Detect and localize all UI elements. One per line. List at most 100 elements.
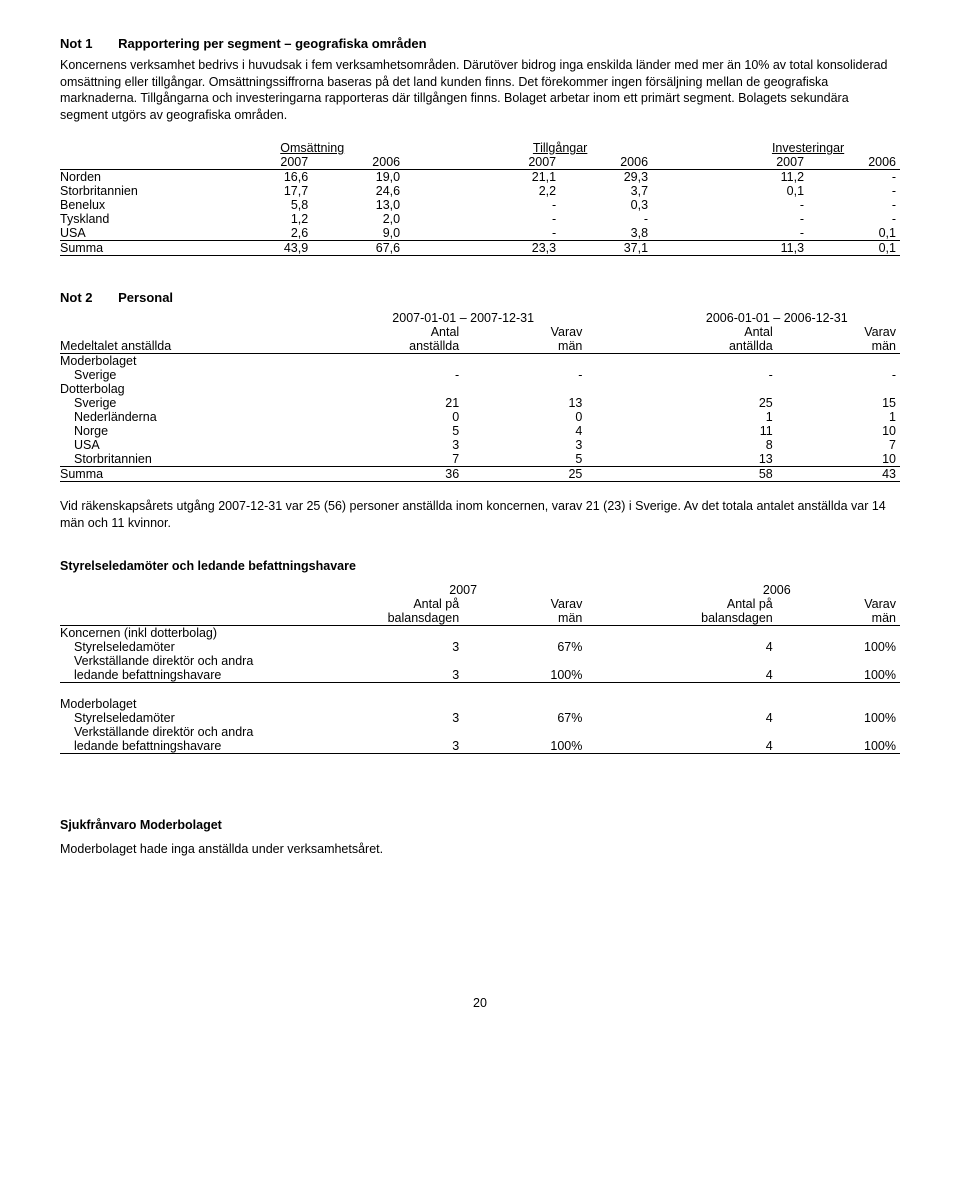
cell: 0,1: [808, 241, 900, 256]
cell: 16,6: [220, 170, 312, 185]
cell: 24,6: [312, 184, 404, 198]
table-row: Storbritannien 17,724,6 2,23,7 0,1-: [60, 184, 900, 198]
row-label: Storbritannien: [60, 184, 220, 198]
styrelse-table: 2007 2006 Antal på Varav Antal på Varav …: [60, 583, 900, 754]
not1-title: Rapportering per segment – geografiska o…: [118, 36, 426, 51]
cell: 100%: [463, 739, 586, 754]
group-header: Omsättning: [220, 141, 404, 155]
cell: 36: [340, 467, 463, 482]
row-label: Verkställande direktör och andra: [60, 654, 340, 668]
sum-label: Summa: [60, 241, 220, 256]
col-header: anställda: [340, 339, 463, 354]
table-row: 2007 2006: [60, 583, 900, 597]
cell: 3: [340, 739, 463, 754]
cell: 21,1: [468, 170, 560, 185]
cell: 29,3: [560, 170, 652, 185]
styrelse-heading: Styrelseledamöter och ledande befattning…: [60, 559, 900, 573]
cell: -: [808, 170, 900, 185]
cell: 100%: [777, 739, 900, 754]
not1-label: Not 1: [60, 36, 93, 51]
not2-table: 2007-01-01 – 2007-12-31 2006-01-01 – 200…: [60, 311, 900, 482]
row-label: Storbritannien: [60, 452, 340, 467]
table-row: balansdagen män balansdagen män: [60, 611, 900, 626]
group-header: Investeringar: [716, 141, 900, 155]
col-header: Varav: [463, 597, 586, 611]
table-row: Nederländerna 00 11: [60, 410, 900, 424]
cell: 10: [777, 424, 900, 438]
cell: 1: [654, 410, 777, 424]
cell: 13: [654, 452, 777, 467]
cell: 2,6: [220, 226, 312, 241]
row-label: Sverige: [60, 368, 340, 382]
col-header: antällda: [654, 339, 777, 354]
group-label: Moderbolaget: [60, 697, 340, 711]
year-header: 2007: [716, 155, 808, 170]
period-header: 2006-01-01 – 2006-12-31: [654, 311, 900, 325]
cell: -: [468, 212, 560, 226]
cell: -: [716, 212, 808, 226]
cell: 2,2: [468, 184, 560, 198]
cell: -: [716, 198, 808, 212]
col-header: män: [463, 339, 586, 354]
cell: -: [716, 226, 808, 241]
cell: 67%: [463, 711, 586, 725]
col-header: män: [777, 611, 900, 626]
cell: 11,2: [716, 170, 808, 185]
row-label: Norden: [60, 170, 220, 185]
col-header: Antal på: [654, 597, 777, 611]
cell: -: [808, 198, 900, 212]
cell: 100%: [463, 668, 586, 683]
cell: 11,3: [716, 241, 808, 256]
cell: 67%: [463, 640, 586, 654]
table-row: Moderbolaget: [60, 697, 900, 711]
cell: 3,8: [560, 226, 652, 241]
row-label: Tyskland: [60, 212, 220, 226]
row-label: Nederländerna: [60, 410, 340, 424]
not1-heading: Not 1 Rapportering per segment – geograf…: [60, 36, 900, 51]
year-header: 2006: [312, 155, 404, 170]
cell: 3: [340, 438, 463, 452]
cell: 43,9: [220, 241, 312, 256]
table-row: Omsättning Tillgångar Investeringar: [60, 141, 900, 155]
cell: 17,7: [220, 184, 312, 198]
table-row: Dotterbolag: [60, 382, 900, 396]
cell: 3: [340, 668, 463, 683]
cell: 5,8: [220, 198, 312, 212]
cell: 3: [340, 640, 463, 654]
not2-label: Not 2: [60, 290, 93, 305]
group-header: Tillgångar: [468, 141, 652, 155]
table-row: Antal Varav Antal Varav: [60, 325, 900, 339]
row-head: Medeltalet anställda: [60, 339, 340, 354]
group-label: Koncernen (inkl dotterbolag): [60, 626, 340, 641]
not1-table: Omsättning Tillgångar Investeringar 2007…: [60, 141, 900, 256]
col-header: män: [777, 339, 900, 354]
sum-row: Summa 43,9 67,6 23,3 37,1 11,3 0,1: [60, 241, 900, 256]
row-label: Styrelseledamöter: [60, 640, 340, 654]
year-header: 2007: [220, 155, 312, 170]
cell: 13,0: [312, 198, 404, 212]
table-row: [60, 683, 900, 698]
cell: 4: [654, 668, 777, 683]
period-header: 2007-01-01 – 2007-12-31: [340, 311, 586, 325]
page-number: 20: [60, 996, 900, 1010]
cell: 7: [777, 438, 900, 452]
cell: -: [808, 184, 900, 198]
cell: 11: [654, 424, 777, 438]
cell: 7: [340, 452, 463, 467]
cell: 13: [463, 396, 586, 410]
table-row: Norge 54 1110: [60, 424, 900, 438]
cell: -: [654, 368, 777, 382]
col-header: balansdagen: [340, 611, 463, 626]
cell: 19,0: [312, 170, 404, 185]
cell: 3: [463, 438, 586, 452]
cell: 15: [777, 396, 900, 410]
cell: 5: [340, 424, 463, 438]
table-row: ledande befattningshavare 3 100% 4 100%: [60, 739, 900, 754]
cell: -: [340, 368, 463, 382]
table-row: Koncernen (inkl dotterbolag): [60, 626, 900, 641]
not1-paragraph: Koncernens verksamhet bedrivs i huvudsak…: [60, 57, 900, 123]
row-label: Sverige: [60, 396, 340, 410]
cell: 58: [654, 467, 777, 482]
cell: 4: [654, 739, 777, 754]
cell: -: [560, 212, 652, 226]
